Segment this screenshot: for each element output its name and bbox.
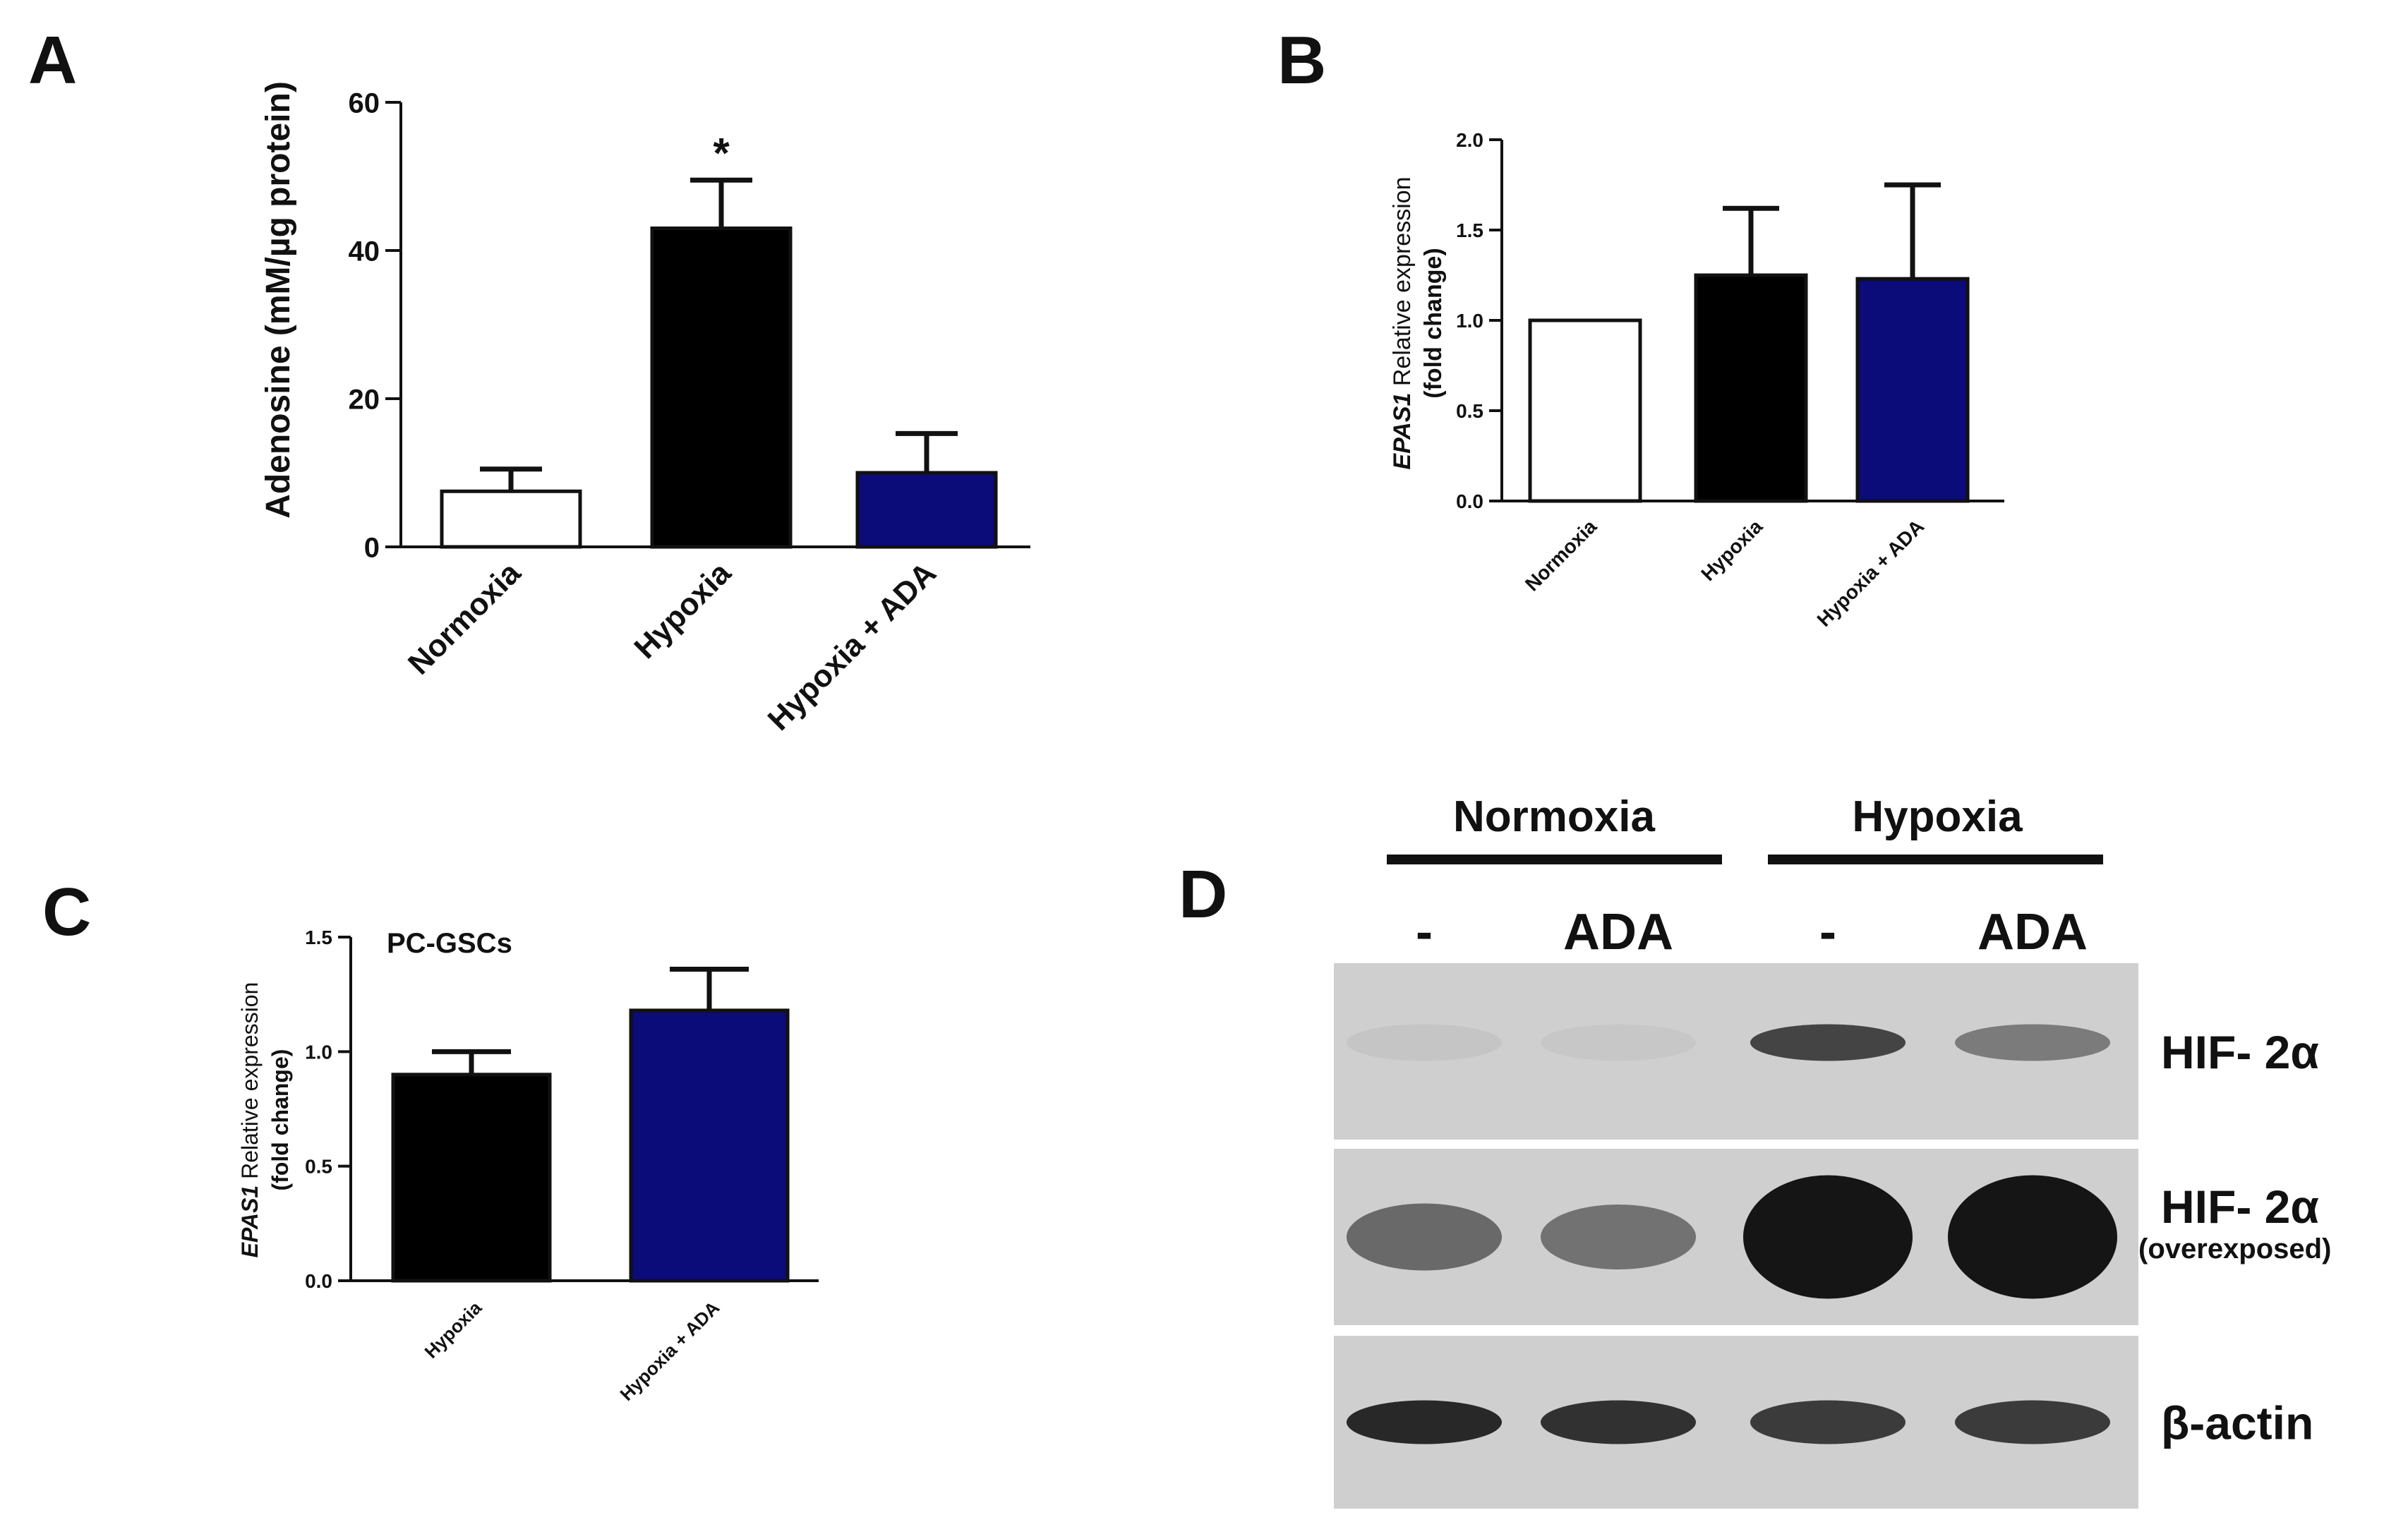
blot-row-label: β-actin	[2161, 1397, 2313, 1449]
blot-row-label: HIF- 2α	[2161, 1181, 2319, 1233]
chart-c-y-tick-label: 0.5	[305, 1156, 332, 1178]
blot-band	[1750, 1024, 1906, 1061]
chart-c-category-label: Hypoxia	[421, 1297, 486, 1363]
chart-c-y-tick-label: 0.0	[305, 1270, 332, 1292]
chart-c-ylabel-gene: EPAS1	[237, 1185, 263, 1258]
chart-b-y-tick-label: 0.5	[1456, 400, 1483, 422]
chart-b-category-label: Hypoxia + ADA	[1813, 515, 1929, 631]
chart-c-y-axis-label-line2: (fold change)	[267, 1049, 293, 1191]
chart-a-category-label: Normoxia	[402, 555, 528, 682]
chart-a-significance-marker: *	[713, 129, 730, 176]
chart-b-ylabel-gene: EPAS1	[1389, 393, 1416, 470]
chart-b-bar-hypoxia	[1694, 273, 1808, 503]
chart-a-y-tick-label: 20	[349, 384, 380, 415]
chart-b-bar-hypoxia-ada	[1855, 277, 1970, 503]
chart-b-y-tick-label: 2.0	[1456, 129, 1483, 151]
chart-b-bar-normoxia	[1528, 318, 1642, 503]
chart-b-y-axis-label: EPAS1 Relative expression	[1389, 176, 1416, 469]
chart-a-y-tick-label: 0	[364, 532, 380, 563]
chart-b-category-label: Normoxia	[1521, 515, 1601, 596]
chart-b: EPAS1 Relative expression (fold change) …	[1389, 129, 2004, 631]
chart-a-y-tick-label: 60	[349, 87, 380, 119]
blot-band	[1743, 1175, 1913, 1299]
blot-strip	[1334, 963, 2138, 1140]
chart-a-bar-hypoxia	[650, 227, 793, 549]
blot-group-label: Hypoxia	[1852, 792, 2023, 841]
chart-b-y-axis-label-line2: (fold change)	[1420, 248, 1447, 398]
blot-lane-label: ADA	[1977, 904, 2088, 960]
chart-a-category-label: Hypoxia	[627, 555, 738, 665]
blot-row-sublabel: (overexposed)	[2138, 1233, 2331, 1265]
blot-band	[1541, 1024, 1696, 1061]
chart-c-title: PC-GSCs	[387, 928, 512, 959]
blot-band	[1955, 1024, 2110, 1061]
chart-b-y-tick-label: 1.0	[1456, 310, 1483, 332]
chart-a: Adenosine (mM/µg protein) 0 20 40 60 Normoxi…	[260, 81, 1030, 737]
blot-band	[1347, 1400, 1502, 1444]
chart-a-y-tick-label: 40	[349, 236, 380, 267]
chart-c: EPAS1 Relative expression (fold change) …	[237, 927, 819, 1405]
blot-band	[1541, 1205, 1696, 1269]
chart-c-y-tick-label: 1.0	[305, 1041, 332, 1063]
chart-a-category-label: Hypoxia + ADA	[761, 555, 943, 737]
blot-band	[1955, 1400, 2110, 1444]
blot-band	[1347, 1024, 1502, 1061]
chart-b-y-tick-label: 1.5	[1456, 219, 1483, 241]
chart-c-y-tick-label: 1.5	[305, 927, 332, 948]
blot-band	[1347, 1203, 1502, 1271]
blot-lane-label: ADA	[1563, 904, 1673, 960]
chart-a-y-axis-label: Adenosine (mM/µg protein)	[260, 81, 297, 519]
blot-row-label: HIF- 2α	[2161, 1026, 2319, 1078]
blot-group-label: Normoxia	[1453, 792, 1655, 841]
chart-c-y-axis-label: EPAS1 Relative expression	[237, 982, 263, 1258]
chart-b-y-tick-label: 0.0	[1456, 490, 1483, 512]
chart-c-bar-hypoxia	[391, 1073, 552, 1283]
blot-band	[1750, 1400, 1906, 1444]
panel-letter-a: A	[28, 23, 77, 98]
blot-lane-label: -	[1416, 904, 1433, 960]
blot-band	[1948, 1175, 2117, 1299]
chart-b-ylabel-rest: Relative expression	[1389, 176, 1416, 392]
panel-letter-d: D	[1179, 857, 1227, 932]
chart-c-bar-hypoxia-ada	[629, 1008, 790, 1283]
chart-c-category-label: Hypoxia + ADA	[615, 1297, 723, 1405]
chart-a-bar-hypoxia-ada	[855, 471, 998, 549]
blot-lane-label: -	[1819, 904, 1836, 960]
panel-letter-c: C	[42, 874, 91, 950]
chart-b-category-label: Hypoxia	[1697, 515, 1766, 585]
chart-a-bar-normoxia	[440, 489, 582, 549]
blot-band	[1541, 1400, 1696, 1444]
chart-c-ylabel-rest: Relative expression	[237, 982, 263, 1185]
panel-letter-b: B	[1277, 23, 1326, 98]
